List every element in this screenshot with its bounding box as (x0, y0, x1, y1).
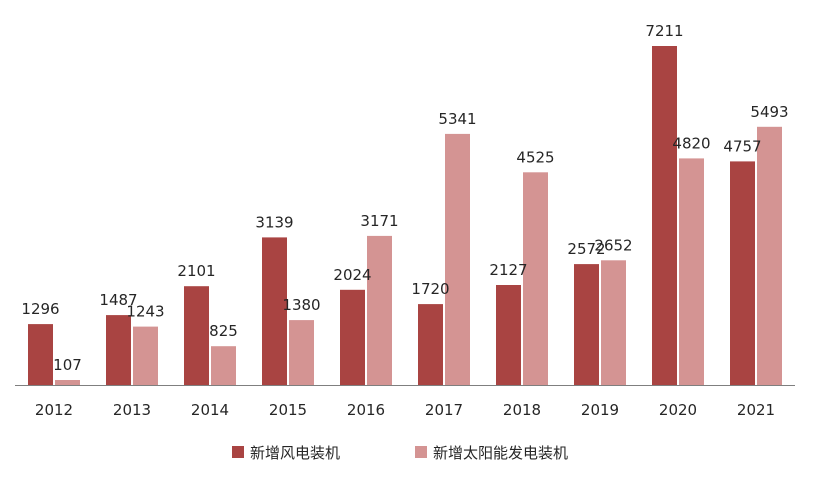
x-tick-label-2020: 2020 (659, 401, 697, 419)
bar-series-1-2018 (496, 285, 521, 385)
bar-series-2-2016 (367, 235, 392, 385)
bar-series-1-2020 (652, 46, 677, 385)
bar-series-2-2021 (757, 126, 782, 386)
data-label-series-2-2017: 5341 (438, 110, 476, 128)
x-tick-label-2015: 2015 (269, 401, 307, 419)
data-label-series-2-2012: 107 (53, 356, 82, 374)
data-label-series-2-2014: 825 (209, 322, 238, 340)
data-label-series-1-2016: 2024 (333, 266, 371, 284)
bar-series-2-2015 (289, 320, 314, 385)
data-label-series-2-2018: 4525 (516, 148, 554, 166)
data-label-series-2-2020: 4820 (672, 134, 710, 152)
x-tick-label-2013: 2013 (113, 401, 151, 419)
bar-series-1-2012 (28, 324, 53, 385)
bar-series-1-2019 (574, 264, 599, 385)
data-label-series-2-2015: 1380 (282, 296, 320, 314)
data-label-series-1-2018: 2127 (489, 261, 527, 279)
data-label-series-1-2012: 1296 (21, 300, 59, 318)
bar-series-1-2021 (730, 161, 755, 385)
data-label-series-1-2015: 3139 (255, 213, 293, 231)
x-tick-label-2017: 2017 (425, 401, 463, 419)
bar-series-2-2018 (523, 172, 548, 385)
bars-layer (28, 46, 782, 386)
data-label-series-2-2013: 1243 (126, 303, 164, 321)
data-label-series-1-2013: 1487 (99, 291, 137, 309)
legend-label-series-1: 新增风电装机 (250, 444, 340, 462)
bar-series-2-2012 (55, 380, 80, 385)
x-tick-label-2012: 2012 (35, 401, 73, 419)
bar-series-1-2013 (106, 315, 131, 385)
legend-item-series-2: 新增太阳能发电装机 (415, 444, 568, 462)
data-label-series-1-2020: 7211 (645, 22, 683, 40)
data-label-series-2-2021: 5493 (750, 103, 788, 121)
bar-series-2-2017 (445, 133, 470, 385)
bar-series-2-2014 (211, 346, 236, 385)
bar-series-1-2016 (340, 289, 365, 385)
legend-swatch-series-2 (415, 446, 427, 458)
x-tick-label-2021: 2021 (737, 401, 775, 419)
legend-item-series-1: 新增风电装机 (232, 444, 340, 462)
legend-swatch-series-1 (232, 446, 244, 458)
bar-series-2-2019 (601, 260, 626, 385)
x-tick-label-2014: 2014 (191, 401, 229, 419)
x-tick-label-2018: 2018 (503, 401, 541, 419)
x-tick-label-2016: 2016 (347, 401, 385, 419)
data-label-series-1-2017: 1720 (411, 280, 449, 298)
data-label-series-1-2019: 2572 (567, 240, 605, 258)
data-label-series-2-2016: 3171 (360, 212, 398, 230)
bar-series-1-2017 (418, 304, 443, 385)
legend: 新增风电装机 新增太阳能发电装机 (232, 444, 568, 462)
bar-series-2-2020 (679, 158, 704, 385)
bar-series-2-2013 (133, 326, 158, 385)
bar-series-1-2015 (262, 237, 287, 385)
data-label-series-1-2014: 2101 (177, 262, 215, 280)
legend-label-series-2: 新增太阳能发电装机 (433, 444, 568, 462)
data-label-series-1-2021: 4757 (723, 137, 761, 155)
x-tick-label-2019: 2019 (581, 401, 619, 419)
bar-series-1-2014 (184, 286, 209, 385)
data-label-series-2-2019: 2652 (594, 236, 632, 254)
x-tick-labels-layer: 2012 2013 2014 2015 2016 2017 2018 2019 2020 2021 (35, 401, 775, 419)
